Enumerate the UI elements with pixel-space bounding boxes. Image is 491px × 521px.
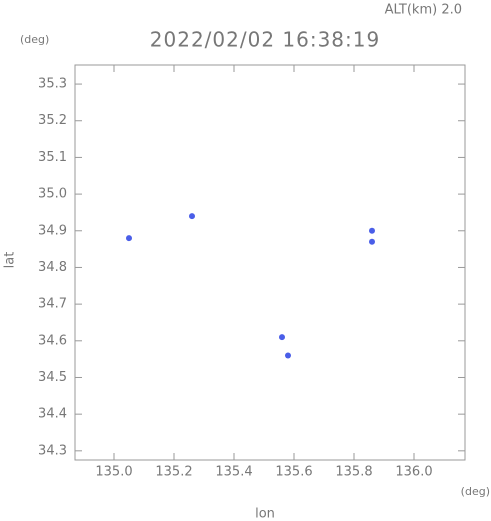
point [285, 352, 291, 359]
y-tick-label: 34.9 [38, 223, 67, 238]
point [369, 238, 375, 245]
y-tick-label: 35.3 [38, 77, 67, 92]
x-unit: (deg) [461, 485, 490, 498]
y-tick-label: 34.3 [38, 443, 67, 458]
point [126, 235, 132, 242]
x-tick-label: 135.6 [275, 465, 312, 480]
y-tick-label: 34.8 [38, 260, 67, 275]
subtitle: ALT(km) 2.0 [385, 3, 462, 18]
y-unit: (deg) [20, 33, 49, 46]
chart-title: 2022/02/02 16:38:19 [150, 28, 380, 52]
point [369, 227, 375, 234]
y-tick-label: 34.7 [38, 297, 67, 312]
x-tick-label: 135.4 [215, 465, 252, 480]
y-tick-label: 34.4 [38, 407, 67, 422]
y-tick-label: 35.0 [38, 187, 67, 202]
x-axis-label: lon [255, 507, 275, 521]
x-tick-label: 135.8 [335, 465, 372, 480]
x-tick-label: 135.2 [155, 465, 192, 480]
y-tick-label: 35.2 [38, 113, 67, 128]
x-tick-label: 136.0 [395, 465, 432, 480]
y-tick-label: 34.6 [38, 333, 67, 348]
y-tick-label: 35.1 [38, 150, 67, 165]
point [189, 213, 195, 220]
point [279, 334, 285, 341]
x-tick-label: 135.0 [95, 465, 132, 480]
y-tick-label: 34.5 [38, 370, 67, 385]
plot-frame [74, 64, 466, 461]
y-axis-label: lat [3, 252, 18, 269]
